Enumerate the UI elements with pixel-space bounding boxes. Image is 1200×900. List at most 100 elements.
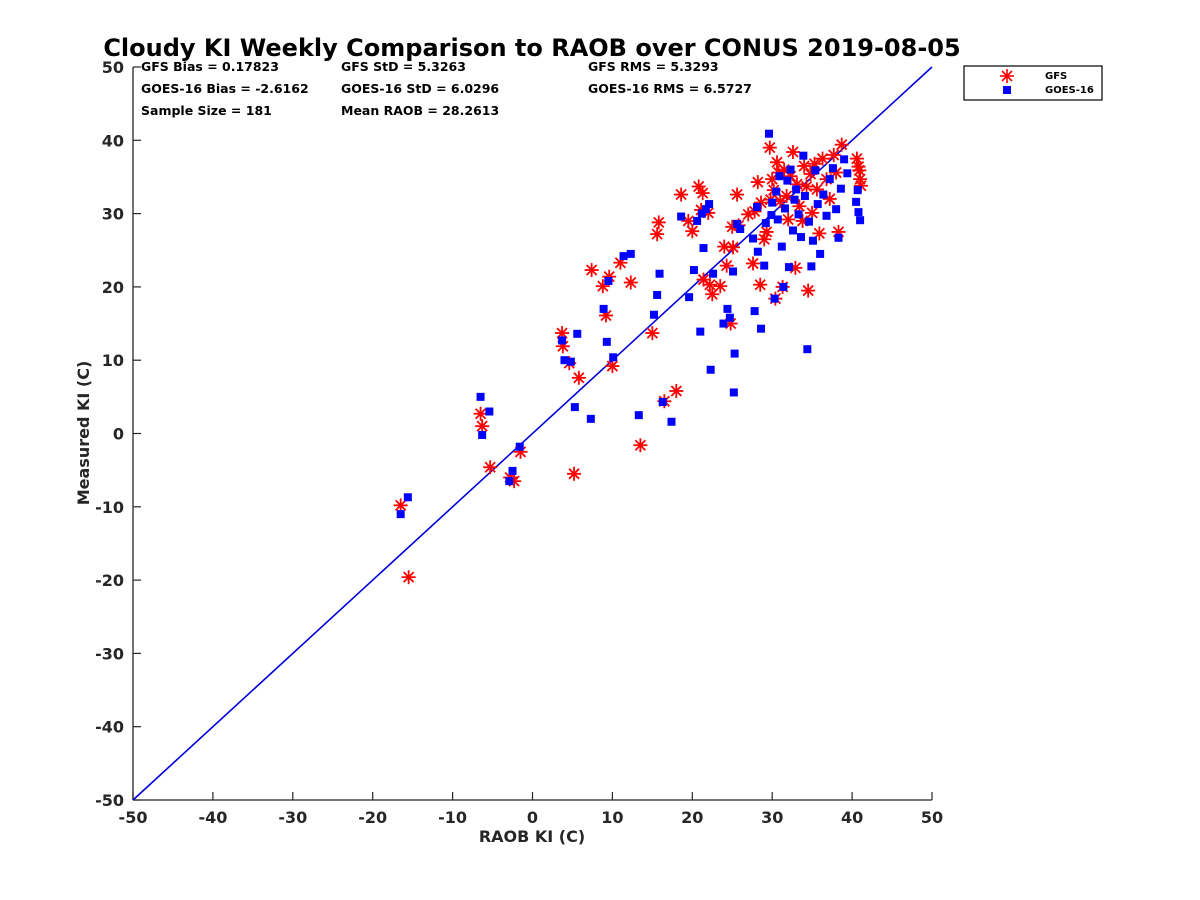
x-tick-label: 0 bbox=[527, 808, 538, 827]
x-tick-label: -40 bbox=[198, 808, 227, 827]
x-tick-label: -50 bbox=[119, 808, 148, 827]
goes16-point bbox=[626, 249, 635, 258]
gfs-point bbox=[759, 224, 774, 239]
goes16-point bbox=[602, 337, 611, 346]
goes16-point bbox=[780, 204, 789, 213]
goes16-point bbox=[777, 242, 786, 251]
stats-block: GFS Bias = 0.17823 GFS StD = 5.3263 GFS … bbox=[141, 59, 752, 118]
goes16-point bbox=[783, 176, 792, 185]
gfs-point bbox=[713, 279, 728, 294]
goes16-point bbox=[655, 269, 664, 278]
goes16-point bbox=[653, 290, 662, 299]
goes16-point bbox=[729, 388, 738, 397]
goes16-point bbox=[505, 477, 514, 486]
goes16-point bbox=[819, 190, 828, 199]
gfs-point bbox=[852, 163, 867, 178]
goes16-point bbox=[772, 187, 781, 196]
goes16-point bbox=[794, 210, 803, 219]
gfs-point bbox=[623, 275, 638, 290]
y-tick-label: -40 bbox=[95, 718, 124, 737]
gfs-point bbox=[571, 370, 586, 385]
goes16-point bbox=[515, 442, 524, 451]
goes16-point bbox=[753, 203, 762, 212]
x-tick-label: 10 bbox=[601, 808, 623, 827]
gfs-point bbox=[750, 175, 765, 190]
goes16-point bbox=[570, 403, 579, 412]
goes16-point bbox=[813, 200, 822, 209]
goes16-point bbox=[765, 129, 774, 138]
goes16-point bbox=[558, 336, 567, 345]
goes16-point bbox=[753, 247, 762, 256]
goes16-point bbox=[840, 155, 849, 164]
goes16-point bbox=[757, 324, 766, 333]
gfs-point bbox=[799, 179, 814, 194]
gfs-point bbox=[650, 227, 665, 242]
y-tick-label: -30 bbox=[95, 644, 124, 663]
one-to-one-line bbox=[132, 66, 933, 801]
goes16-point bbox=[723, 304, 732, 313]
gfs-point bbox=[613, 255, 628, 270]
x-ticks: -50 -40 -30 -20 -10 0 10 20 30 40 50 bbox=[119, 792, 943, 827]
gfs-series bbox=[393, 137, 868, 585]
goes16-point bbox=[856, 216, 865, 225]
goes16-point bbox=[749, 234, 758, 243]
x-tick-label: 20 bbox=[681, 808, 703, 827]
gfs-point bbox=[803, 167, 818, 182]
goes16-point bbox=[832, 205, 841, 214]
gfs-point bbox=[567, 466, 582, 481]
goes16-point bbox=[573, 329, 582, 338]
goes16-point bbox=[843, 169, 852, 178]
goes16-point bbox=[767, 211, 776, 220]
goes16-point bbox=[706, 365, 715, 374]
stat-goes-rms: GOES-16 RMS = 6.5727 bbox=[588, 81, 752, 96]
chart-title: Cloudy KI Weekly Comparison to RAOB over… bbox=[103, 34, 960, 62]
goes16-point bbox=[768, 198, 777, 207]
gfs-point bbox=[815, 151, 830, 166]
legend-gfs-marker bbox=[1000, 69, 1014, 83]
gfs-point bbox=[785, 145, 800, 160]
y-tick-label: 30 bbox=[102, 205, 124, 224]
goes16-point bbox=[808, 236, 817, 245]
goes16-point bbox=[822, 211, 831, 220]
goes16-series bbox=[396, 129, 865, 519]
goes16-point bbox=[476, 392, 485, 401]
gfs-point bbox=[473, 406, 488, 421]
y-tick-label: -20 bbox=[95, 571, 124, 590]
goes16-point bbox=[788, 226, 797, 235]
gfs-point bbox=[605, 359, 620, 374]
goes16-point bbox=[799, 151, 808, 160]
goes16-point bbox=[803, 345, 812, 354]
gfs-point bbox=[834, 137, 849, 152]
x-tick-label: -20 bbox=[358, 808, 387, 827]
goes16-point bbox=[658, 397, 667, 406]
gfs-point bbox=[753, 277, 768, 292]
goes16-point bbox=[792, 185, 801, 194]
goes16-point bbox=[485, 407, 494, 416]
goes16-point bbox=[725, 313, 734, 322]
goes16-point bbox=[709, 269, 718, 278]
gfs-point bbox=[726, 240, 741, 255]
x-axis-label: RAOB KI (C) bbox=[479, 827, 585, 846]
gfs-point bbox=[695, 186, 710, 201]
gfs-point bbox=[393, 498, 408, 513]
goes16-point bbox=[760, 261, 769, 270]
gfs-point bbox=[584, 263, 599, 278]
goes16-point bbox=[604, 277, 613, 286]
goes16-point bbox=[689, 266, 698, 275]
legend-box bbox=[963, 65, 1103, 101]
goes16-point bbox=[697, 209, 706, 218]
goes16-point bbox=[677, 212, 686, 221]
y-tick-label: 0 bbox=[113, 425, 124, 444]
goes16-point bbox=[696, 327, 705, 336]
goes16-point bbox=[560, 356, 569, 365]
goes16-point bbox=[634, 411, 643, 420]
stat-goes-std: GOES-16 StD = 6.0296 bbox=[341, 81, 499, 96]
legend-gfs-label: GFS bbox=[1045, 71, 1067, 82]
goes16-point bbox=[853, 186, 862, 195]
goes16-point bbox=[836, 184, 845, 193]
goes16-point bbox=[685, 293, 694, 302]
goes16-point bbox=[761, 219, 770, 228]
gfs-point bbox=[746, 256, 761, 271]
goes16-point bbox=[825, 175, 834, 184]
